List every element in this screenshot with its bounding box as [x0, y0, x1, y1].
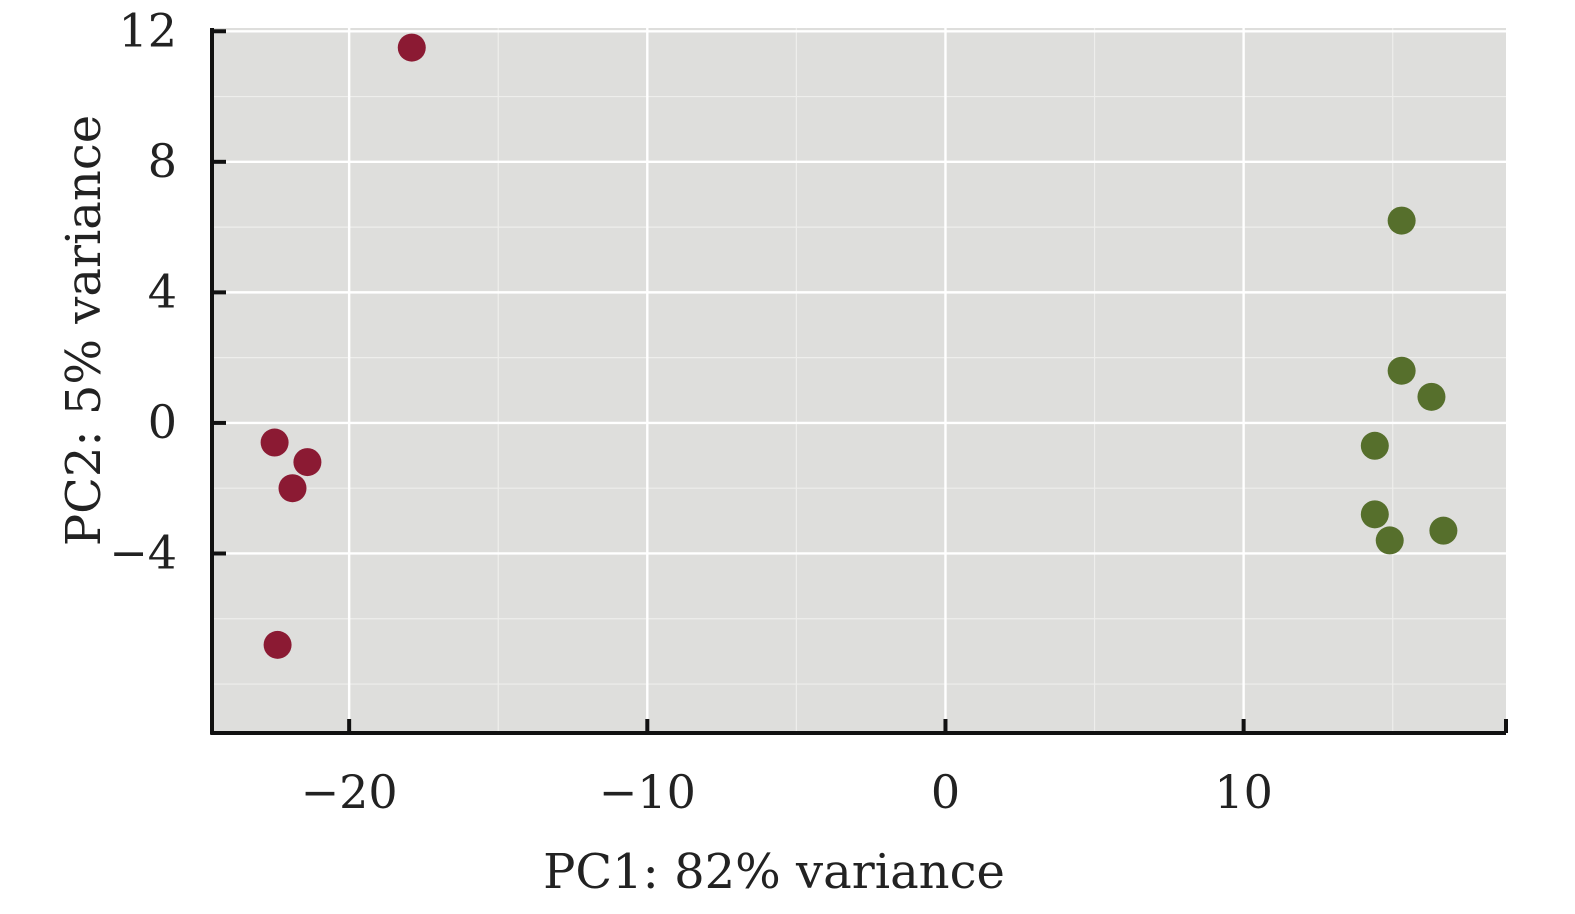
plot-background	[212, 28, 1506, 733]
data-point-series-2	[1387, 356, 1416, 385]
y-tick-label: −4	[109, 525, 177, 579]
axes	[210, 28, 1508, 735]
y-tick-label: 4	[148, 264, 177, 318]
data-point-series-2	[1417, 382, 1446, 411]
x-tick-label: 0	[931, 765, 960, 819]
data-point-series-1	[293, 448, 322, 477]
y-axis-title: PC2: 5% variance	[56, 115, 112, 546]
data-point-series-2	[1375, 526, 1404, 555]
x-tick-labels: −20 −10 0 10	[301, 765, 1273, 819]
y-tick-label: 8	[148, 134, 177, 188]
x-axis-title: PC1: 82% variance	[543, 844, 1005, 900]
data-point-series-1	[263, 630, 292, 659]
data-point-series-2	[1360, 500, 1389, 529]
data-point-series-1	[260, 428, 289, 457]
x-tick-label: −20	[301, 765, 398, 819]
data-point-series-1	[397, 33, 426, 62]
x-tick-label: −10	[599, 765, 696, 819]
data-point-series-2	[1360, 431, 1389, 460]
data-points	[260, 33, 1458, 659]
y-tick-labels: −4 0 4 8 12	[109, 3, 177, 579]
y-tick-label: 12	[118, 3, 177, 57]
x-tick-label: 10	[1214, 765, 1273, 819]
data-point-series-2	[1387, 206, 1416, 235]
data-point-series-2	[1429, 516, 1458, 545]
data-point-series-1	[278, 474, 307, 503]
y-tick-label: 0	[148, 395, 177, 449]
grid-lines	[212, 28, 1506, 733]
